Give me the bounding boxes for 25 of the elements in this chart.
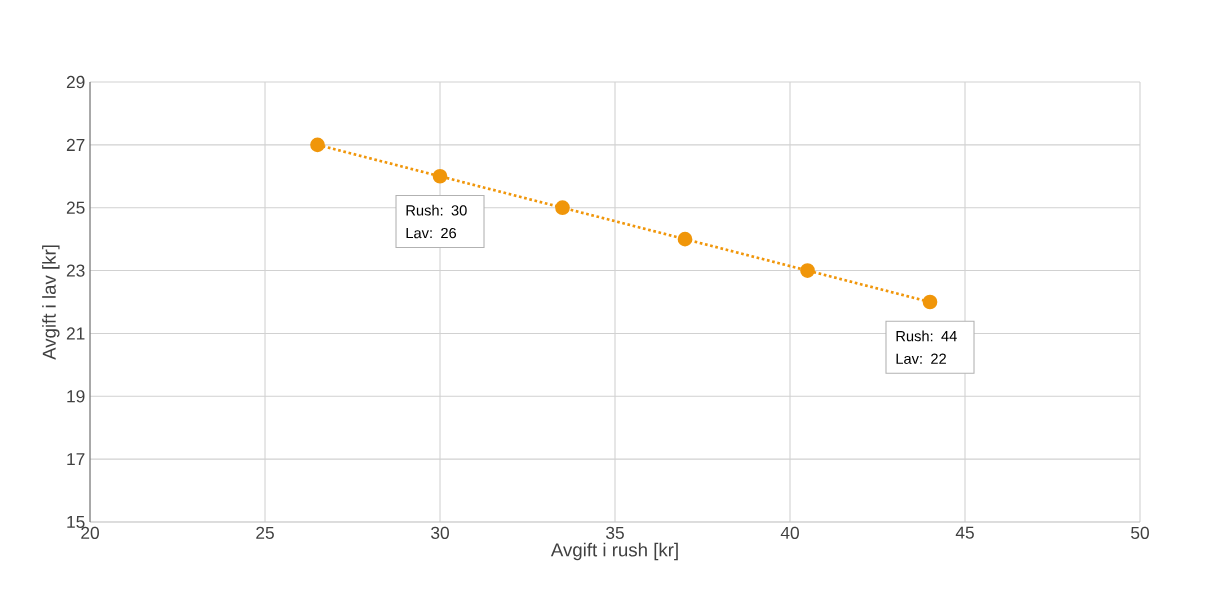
y-tick-label: 17 bbox=[67, 453, 85, 466]
x-axis-title: Avgift i rush [kr] bbox=[550, 542, 678, 561]
point bbox=[800, 263, 815, 278]
point bbox=[922, 294, 938, 310]
point bbox=[555, 200, 570, 216]
y-tick-label: 23 bbox=[66, 264, 85, 277]
y-tick-label: 25 bbox=[66, 201, 85, 214]
point bbox=[310, 137, 325, 153]
annotation: Rush: 30 Lav: 26 bbox=[406, 204, 467, 239]
x-tick-label: 35 bbox=[606, 526, 624, 539]
x-tick-label: 30 bbox=[431, 526, 449, 539]
point bbox=[432, 168, 448, 184]
x-tick-label: 45 bbox=[955, 526, 974, 539]
point bbox=[677, 231, 693, 247]
y-tick-label: 27 bbox=[66, 138, 85, 151]
y-tick-label: 21 bbox=[66, 327, 85, 340]
y-tick-label: 19 bbox=[67, 390, 85, 403]
y-tick-label: 29 bbox=[66, 75, 85, 89]
y-tick-label: 15 bbox=[67, 515, 85, 529]
x-tick-label: 20 bbox=[81, 526, 99, 539]
x-tick-label: 50 bbox=[1131, 526, 1149, 539]
x-tick-label: 25 bbox=[256, 526, 274, 539]
x-tick-label: 40 bbox=[780, 526, 799, 539]
y-axis-title: Avgift i lav [kr] bbox=[42, 245, 60, 360]
annotation: Rush: 44 Lav: 22 bbox=[896, 330, 957, 364]
